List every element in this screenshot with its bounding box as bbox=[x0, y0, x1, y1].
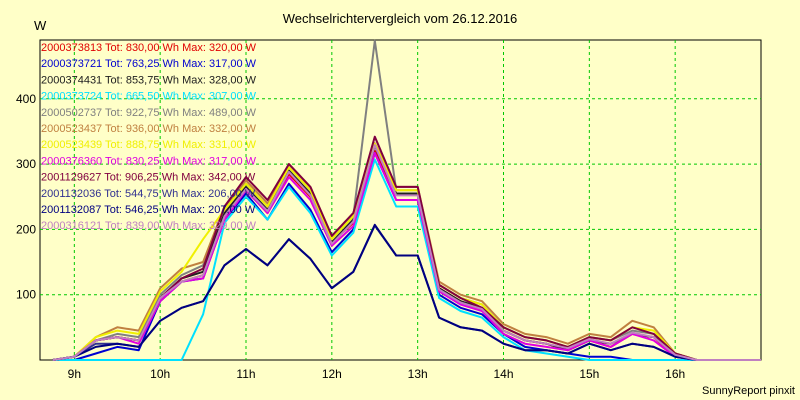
series-line-2001129627 bbox=[52, 135, 761, 361]
x-tick-label: 13h bbox=[408, 367, 428, 381]
legend-entry: 2000502737 Tot: 922,75 Wh Max: 489,00 W bbox=[41, 107, 257, 119]
series-line-2000316121 bbox=[52, 144, 761, 361]
legend-entry: 2000373721 Tot: 763,25 Wh Max: 317,00 W bbox=[41, 58, 257, 70]
legend: 2000373813 Tot: 830,00 Wh Max: 320,00 W 2… bbox=[41, 42, 257, 232]
footer-credit: SunnyReport pinxit bbox=[702, 385, 795, 397]
series-line-2000373724 bbox=[52, 158, 761, 361]
y-tick-label: 200 bbox=[16, 222, 36, 236]
x-tick-label: 11h bbox=[236, 367, 255, 381]
x-tick-label: 12h bbox=[322, 367, 342, 381]
x-ticks: 9h 10h 11h 12h 13h 14h 15h 16h bbox=[68, 367, 686, 381]
legend-entry: 2001132036 Tot: 544,75 Wh Max: 206,00 W bbox=[41, 188, 256, 200]
plot-area bbox=[39, 39, 762, 361]
y-axis-unit: W bbox=[34, 18, 47, 33]
legend-entry: 2000316121 Tot: 839,00 Wh Max: 329,00 W bbox=[41, 220, 257, 232]
series-line-2001132087 bbox=[52, 223, 761, 361]
y-tick-label: 300 bbox=[16, 157, 36, 171]
legend-entry: 2000374431 Tot: 853,75 Wh Max: 328,00 W bbox=[41, 74, 257, 86]
x-tick-label: 15h bbox=[579, 367, 599, 381]
y-ticks: 100 200 300 400 bbox=[16, 92, 36, 302]
series-lines bbox=[52, 39, 761, 361]
legend-entry: 2000523439 Tot: 888,75 Wh Max: 331,00 W bbox=[41, 139, 257, 151]
legend-entry: 2000376360 Tot: 830,25 Wh Max: 317,00 W bbox=[41, 155, 257, 167]
y-tick-label: 400 bbox=[16, 92, 36, 106]
chart-title: Wechselrichtervergleich vom 26.12.2016 bbox=[283, 11, 518, 26]
series-line-2000523439 bbox=[52, 142, 761, 361]
series-line-2000376360 bbox=[52, 152, 761, 361]
legend-entry: 2000523437 Tot: 936,00 Wh Max: 332,00 W bbox=[41, 123, 257, 135]
legend-entry: 2001129627 Tot: 906,25 Wh Max: 342,00 W bbox=[41, 172, 256, 184]
x-tick-label: 14h bbox=[493, 367, 513, 381]
x-tick-label: 9h bbox=[68, 367, 81, 381]
legend-entry: 2000373724 Tot: 665,50 Wh Max: 307,00 W bbox=[41, 91, 257, 103]
legend-entry: 2001132087 Tot: 546,25 Wh Max: 207,00 W bbox=[41, 204, 256, 216]
y-tick-label: 100 bbox=[16, 288, 36, 302]
x-tick-label: 10h bbox=[150, 367, 170, 381]
legend-entry: 2000373813 Tot: 830,00 Wh Max: 320,00 W bbox=[41, 42, 257, 54]
x-tick-label: 16h bbox=[665, 367, 685, 381]
